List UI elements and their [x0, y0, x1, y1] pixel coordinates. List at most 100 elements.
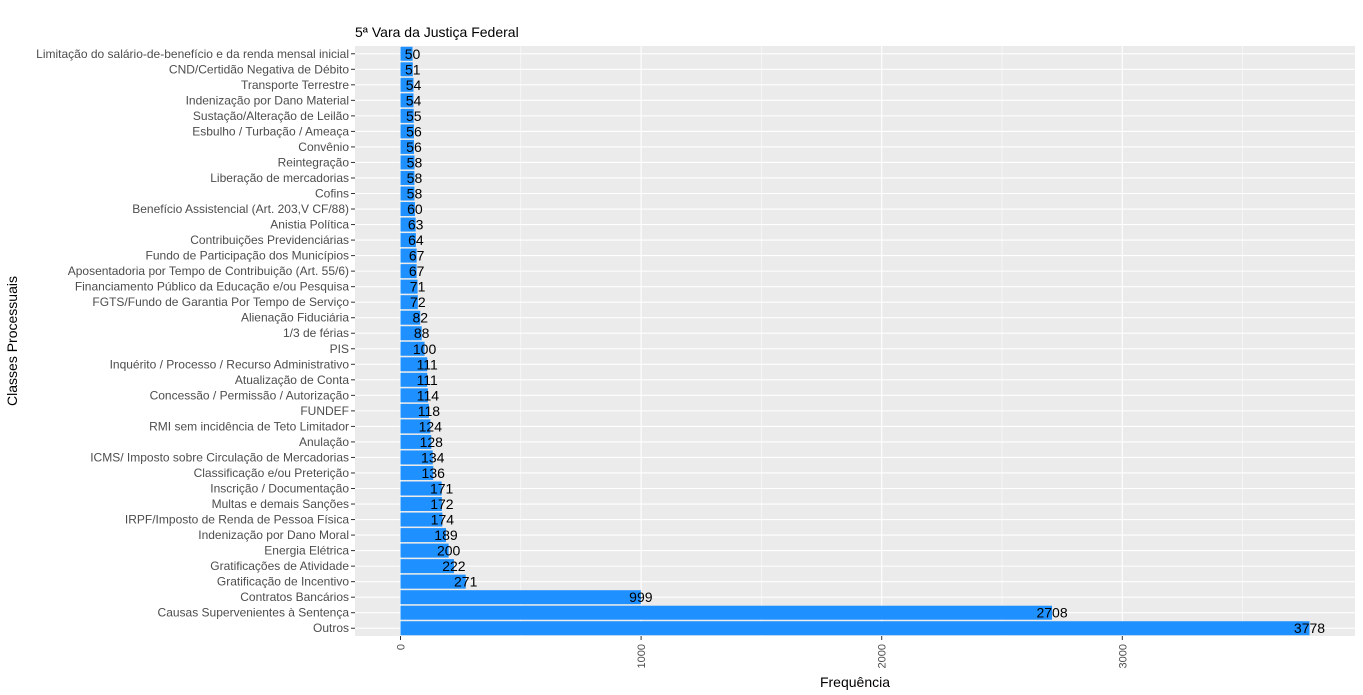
bar — [400, 264, 417, 279]
data-label: 271 — [454, 574, 478, 590]
data-label: 60 — [407, 201, 423, 217]
y-tick-label: Indenização por Dano Material — [186, 93, 349, 107]
bar — [400, 77, 414, 92]
y-tick-label: FUNDEF — [300, 404, 349, 418]
bar — [400, 248, 417, 263]
y-tick-label: Limitação do salário-de-benefício e da r… — [36, 47, 349, 61]
bar — [400, 155, 415, 170]
data-label: 114 — [417, 387, 440, 403]
chart-title: 5ª Vara da Justiça Federal — [355, 24, 519, 40]
bar — [400, 497, 442, 512]
bar — [400, 46, 413, 61]
y-tick-label: Inscrição / Documentação — [210, 482, 349, 496]
data-label: 118 — [418, 403, 441, 419]
data-label: 67 — [409, 263, 425, 279]
data-label: 136 — [422, 465, 446, 481]
y-tick-label: Anulação — [299, 435, 349, 449]
bar — [400, 326, 422, 341]
data-label: 56 — [406, 139, 422, 155]
y-tick-label: Anistia Política — [270, 218, 349, 232]
data-label: 3778 — [1294, 620, 1325, 636]
x-tick-label: 3000 — [1117, 644, 1129, 668]
y-tick-label: Reintegração — [278, 155, 350, 169]
data-label: 174 — [431, 512, 455, 528]
data-label: 54 — [406, 92, 422, 108]
data-labels: 5051545455565658585860636467677172828810… — [405, 46, 1326, 636]
y-tick-label: Multas e demais Sanções — [212, 497, 349, 511]
y-tick-label: Atualização de Conta — [235, 373, 349, 387]
y-tick-label: Liberação de mercadorias — [210, 171, 349, 185]
y-tick-label: FGTS/Fundo de Garantia Por Tempo de Serv… — [92, 295, 349, 309]
data-label: 82 — [412, 310, 428, 326]
y-tick-label: Convênio — [298, 140, 349, 154]
y-tick-label: Esbulho / Turbação / Ameaça — [192, 124, 349, 138]
data-label: 54 — [406, 77, 422, 93]
data-label: 222 — [442, 558, 466, 574]
bar — [400, 543, 449, 558]
bar — [400, 341, 425, 356]
data-label: 56 — [406, 123, 422, 139]
data-label: 128 — [420, 434, 444, 450]
bar — [400, 202, 415, 217]
bar — [400, 605, 1053, 620]
y-tick-label: Alienação Fiduciária — [241, 311, 349, 325]
y-tick-label: ICMS/ Imposto sobre Circulação de Mercad… — [90, 450, 349, 464]
y-tick-label: IRPF/Imposto de Renda de Pessoa Física — [125, 513, 349, 527]
bar — [400, 465, 434, 480]
bar — [400, 559, 454, 574]
bar — [400, 574, 466, 589]
y-tick-label: Energia Elétrica — [264, 544, 349, 558]
x-axis-title: Frequência — [820, 674, 890, 690]
y-tick-label: Aposentadoria por Tempo de Contribuição … — [68, 264, 349, 278]
data-label: 172 — [430, 496, 454, 512]
y-axis-title: Classes Processuais — [4, 276, 20, 406]
y-tick-label: Fundo de Participação dos Municípios — [146, 249, 349, 263]
y-tick-label: Gratificações de Atividade — [210, 559, 349, 573]
bars — [400, 46, 1310, 636]
data-label: 67 — [409, 248, 425, 264]
y-tick-label: Cofins — [315, 187, 349, 201]
y-tick-label: Sustação/Alteração de Leilão — [193, 109, 349, 123]
bar — [400, 481, 442, 496]
data-label: 100 — [413, 341, 437, 357]
x-axis: 0 1000 2000 3000 — [396, 636, 1129, 668]
x-tick-label: 0 — [396, 644, 408, 650]
data-label: 111 — [417, 372, 438, 388]
bar — [400, 217, 416, 232]
data-label: 200 — [437, 543, 461, 559]
y-tick-label: CND/Certidão Negativa de Débito — [169, 62, 349, 76]
data-label: 51 — [405, 61, 421, 77]
data-label: 111 — [417, 356, 438, 372]
bar — [400, 124, 414, 139]
y-tick-label: Transporte Terrestre — [241, 78, 349, 92]
bar — [400, 388, 428, 403]
bar — [400, 403, 429, 418]
y-tick-label: Concessão / Permissão / Autorização — [150, 388, 350, 402]
bar — [400, 108, 414, 123]
y-tick-label: Indenização por Dano Moral — [198, 528, 349, 542]
y-tick-label: Classificação e/ou Preterição — [194, 466, 350, 480]
grid-lines — [355, 46, 1355, 636]
data-label: 63 — [408, 217, 424, 233]
data-label: 171 — [430, 481, 454, 497]
bar — [400, 434, 432, 449]
x-tick-label: 2000 — [877, 644, 889, 668]
data-label: 999 — [629, 589, 653, 605]
data-label: 58 — [407, 170, 423, 186]
data-label: 50 — [405, 46, 421, 62]
data-label: 134 — [421, 449, 445, 465]
bar — [400, 139, 414, 154]
data-label: 55 — [406, 108, 422, 124]
y-tick-label: Contratos Bancários — [240, 590, 349, 604]
y-tick-label: Contribuições Previdenciárias — [190, 233, 349, 247]
bar — [400, 419, 431, 434]
y-tick-label: Benefício Assistencial (Art. 203,V CF/88… — [132, 202, 349, 216]
bar — [400, 372, 428, 387]
data-label: 88 — [414, 325, 430, 341]
bar — [400, 233, 416, 248]
data-label: 71 — [410, 279, 426, 295]
data-label: 2708 — [1036, 605, 1067, 621]
x-tick-label: 1000 — [636, 644, 648, 668]
bar — [400, 62, 413, 77]
